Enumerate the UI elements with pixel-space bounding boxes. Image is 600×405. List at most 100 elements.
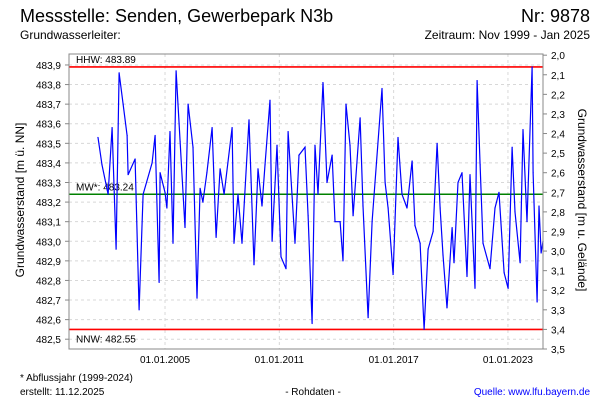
plot-frame <box>68 53 544 350</box>
y2-tick-label: 3,5 <box>551 345 565 356</box>
y2-tick-label: 2,8 <box>551 208 565 219</box>
data-point <box>122 103 124 105</box>
data-point <box>507 287 509 289</box>
data-point <box>287 130 289 133</box>
data-point <box>362 205 364 207</box>
data-point <box>461 172 463 174</box>
data-point <box>151 162 153 164</box>
data-point <box>166 207 168 209</box>
data-point <box>233 242 235 244</box>
y2-tick-label: 3,3 <box>551 306 565 317</box>
y2-tick-label: 2,2 <box>551 90 565 101</box>
data-point <box>442 254 444 256</box>
data-point <box>241 242 243 244</box>
data-point <box>519 262 521 264</box>
ref-label-nnw: NNW: 482.55 <box>76 334 136 345</box>
data-point <box>101 164 103 166</box>
data-point <box>154 134 156 137</box>
y2-tick-label: 3,1 <box>551 267 565 278</box>
y2-tick-label: 2,1 <box>551 71 565 82</box>
data-point <box>159 172 161 174</box>
data-point <box>196 297 198 299</box>
data-point <box>107 193 109 195</box>
data-point <box>381 87 383 90</box>
data-point <box>479 164 481 166</box>
created-date: erstellt: 11.12.2025 <box>20 387 105 398</box>
x-tick-label: 01.01.2017 <box>369 355 419 366</box>
data-point <box>406 207 408 209</box>
data-point <box>215 236 217 238</box>
y-tick-label: 482,5 <box>36 335 61 346</box>
data-point <box>199 187 201 189</box>
data-point <box>387 207 389 209</box>
data-point <box>231 127 233 129</box>
data-point <box>202 201 204 203</box>
data-point <box>264 164 266 166</box>
data-point <box>489 268 491 270</box>
series-line-groundwater <box>97 66 544 330</box>
data-point <box>138 309 140 311</box>
y-tick-label: 482,7 <box>36 296 61 307</box>
y-tick-label: 482,8 <box>36 276 61 287</box>
data-point <box>179 140 181 142</box>
x-tick-label: 01.01.2011 <box>255 355 305 366</box>
source-link[interactable]: Quelle: www.lfu.bayern.de <box>474 387 591 398</box>
data-point <box>384 181 386 184</box>
data-point <box>276 144 278 146</box>
y2-axis-title: Grundwasserstand [m u. Gelände] <box>575 109 589 292</box>
data-point <box>294 242 296 244</box>
data-point <box>457 181 459 184</box>
data-point <box>206 172 208 174</box>
chart-title: Messstelle: Senden, Gewerbepark N3b <box>20 6 333 26</box>
data-point <box>307 215 309 217</box>
data-point <box>538 205 540 207</box>
data-point <box>371 221 373 223</box>
data-point <box>374 181 376 184</box>
y2-tick-label: 2,6 <box>551 169 565 180</box>
data-point <box>397 136 399 139</box>
data-point <box>334 221 336 223</box>
data-point <box>253 264 255 266</box>
y2-tick-label: 2,3 <box>551 110 565 121</box>
data-point <box>111 127 113 129</box>
data-point <box>342 260 344 262</box>
grid <box>69 54 543 349</box>
data-point <box>118 72 120 74</box>
axes: 483,9 483,8 483,7 483,6 483,5 483,4 483,3 483,2… <box>36 51 565 366</box>
data-point <box>401 193 403 195</box>
data-point <box>134 158 136 160</box>
data-point <box>522 129 524 131</box>
x-tick-label: 01.01.2023 <box>483 355 533 366</box>
data-point <box>304 146 306 148</box>
data-point <box>339 221 341 223</box>
series-layer <box>97 66 544 331</box>
data-point <box>314 144 316 146</box>
data-point <box>476 80 478 82</box>
y-tick-label: 483,4 <box>36 159 61 170</box>
data-point <box>349 144 351 146</box>
data-point <box>494 207 496 209</box>
data-point <box>326 181 328 184</box>
data-point <box>514 211 516 213</box>
data-point <box>532 172 534 174</box>
data-point <box>219 168 221 170</box>
data-point <box>436 142 438 144</box>
x-tick-label: 01.01.2005 <box>140 355 190 366</box>
data-point <box>298 154 300 156</box>
data-point <box>414 224 416 227</box>
data-point <box>446 307 448 309</box>
ref-label-hhw: HHW: 483.89 <box>76 55 136 66</box>
data-point <box>158 281 160 283</box>
data-point <box>419 242 421 244</box>
data-point <box>223 193 225 195</box>
y-axis-title: Grundwasserstand [m ü. NN] <box>13 123 27 278</box>
data-point <box>411 160 413 162</box>
data-point <box>97 136 99 139</box>
data-point <box>285 268 287 270</box>
data-point <box>536 301 538 303</box>
y-tick-label: 483,5 <box>36 139 61 150</box>
data-point <box>317 193 319 195</box>
y-tick-label: 483,0 <box>36 237 61 248</box>
data-point <box>172 242 174 244</box>
